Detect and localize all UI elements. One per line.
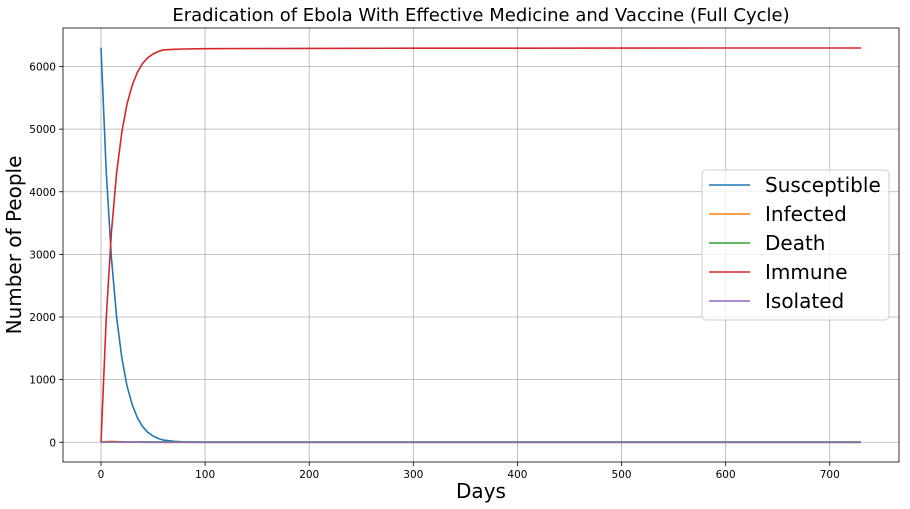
- y-tick-label: 5000: [29, 124, 56, 136]
- axis-ticks: 0 100 200 300 400 500 600 700 0 1000 2000 3000 4000 5…: [29, 62, 840, 481]
- legend-label-immune: Immune: [765, 260, 848, 284]
- y-tick-label: 6000: [29, 62, 56, 74]
- series-lines: [100, 47, 861, 444]
- legend: Susceptible Infected Death Immune Isolated: [701, 169, 890, 321]
- y-tick-label: 1000: [29, 375, 56, 387]
- x-tick-label: 0: [98, 469, 105, 481]
- series-line-immune: [100, 47, 861, 443]
- legend-label-infected: Infected: [765, 202, 847, 226]
- y-tick-label: 0: [49, 437, 56, 449]
- legend-label-susceptible: Susceptible: [765, 173, 881, 197]
- legend-label-isolated: Isolated: [765, 289, 844, 313]
- x-axis-label: Days: [456, 479, 506, 503]
- x-tick-label: 500: [612, 469, 632, 481]
- chart-title: Eradication of Ebola With Effective Medi…: [172, 5, 789, 26]
- y-tick-label: 3000: [29, 249, 56, 261]
- x-tick-label: 100: [195, 469, 215, 481]
- y-tick-label: 4000: [29, 187, 56, 199]
- y-axis-label: Number of People: [2, 156, 26, 335]
- x-tick-label: 600: [716, 469, 736, 481]
- y-tick-label: 2000: [29, 312, 56, 324]
- legend-label-death: Death: [765, 231, 825, 255]
- legend-box: [701, 169, 890, 321]
- x-tick-label: 200: [299, 469, 319, 481]
- x-tick-label: 400: [507, 469, 527, 481]
- x-tick-label: 300: [403, 469, 423, 481]
- plot-area-frame: [62, 27, 900, 463]
- x-tick-label: 700: [820, 469, 840, 481]
